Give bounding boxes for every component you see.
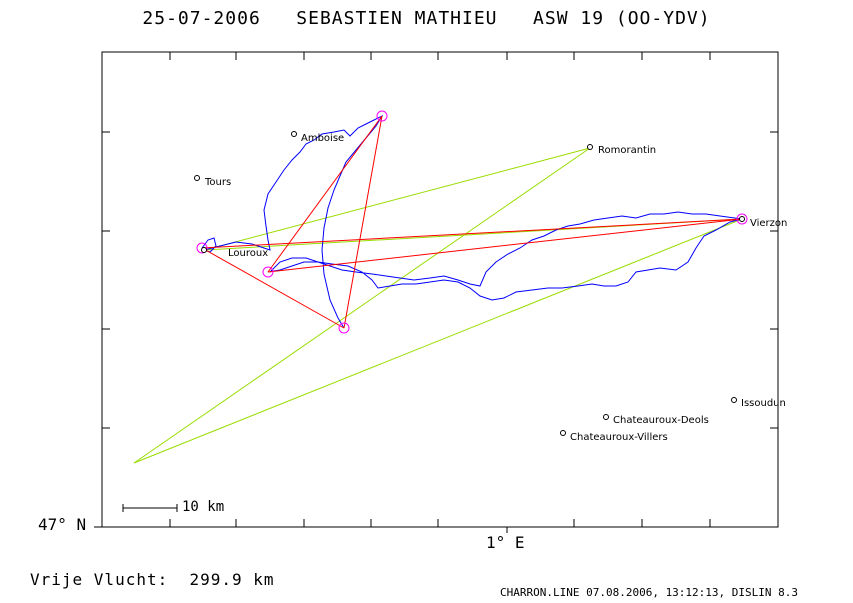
turnpoint-marker [376,110,388,122]
map-frame [101,51,779,528]
longitude-label: 1° E [486,533,525,552]
latitude-label: 47° N [38,515,87,534]
place-label-romorantin: Romorantin [598,145,657,156]
turnpoint-markers [196,110,748,334]
turnpoint-marker [736,213,748,225]
file-info: CHARRON.LINE 07.08.2006, 13:12:13, DISLI… [500,586,799,599]
place-marker-vierzon [739,216,745,222]
place-label-issoudun: Issoudun [741,398,786,409]
place-marker-romorantin [587,144,593,150]
scale-bar [122,504,178,512]
place-marker-louroux [201,247,207,253]
turnpoint-marker [196,242,208,254]
free-flight-distance: Vrije Vlucht: 299.9 km [30,570,275,589]
turnpoint-marker [338,322,350,334]
place-label-chateauroux-villers: Chateauroux-Villers [570,432,668,443]
place-label-louroux: Louroux [228,248,269,259]
place-label-chateauroux-deols: Chateauroux-Deols [613,415,709,426]
turnpoint-marker [262,266,274,278]
place-label-amboise: Amboise [301,133,345,144]
place-marker-chateauroux-deols [603,414,609,420]
map-title: 25-07-2006 SEBASTIEN MATHIEU ASW 19 (OO-… [142,8,711,29]
place-marker-amboise [291,131,297,137]
place-marker-chateauroux-villers [560,430,566,436]
place-label-tours: Tours [205,177,232,188]
place-label-vierzon: Vierzon [750,218,788,229]
axis-ticks [94,52,778,533]
flight-track [201,114,743,329]
optimized-route-lines [201,115,743,329]
place-marker-tours [194,175,200,181]
place-markers [194,131,745,436]
scale-bar-label: 10 km [182,499,225,515]
place-marker-issoudun [731,397,737,403]
